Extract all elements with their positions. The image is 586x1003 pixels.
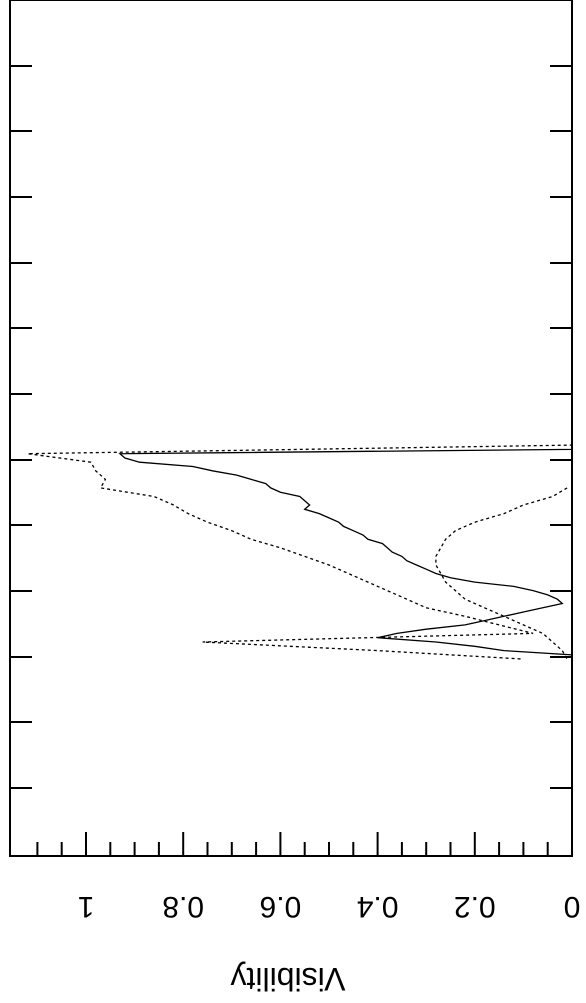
left-ticks — [10, 0, 32, 789]
right-ticks — [550, 0, 572, 789]
y-tick-label: 0.8 — [162, 890, 204, 923]
y-tick-label: 1 — [78, 890, 95, 923]
y-tick-label: 0.4 — [357, 890, 399, 923]
y-axis-ticks — [36, 832, 573, 856]
y-tick-labels: 0 0.2 0.4 0.6 0.8 1 — [78, 890, 581, 923]
series-group — [27, 278, 573, 685]
y-axis-label: Visibility — [231, 961, 346, 997]
series-line-3 — [435, 487, 568, 660]
y-tick-label: 0.2 — [454, 890, 496, 923]
plot-frame — [9, 0, 573, 857]
series-line-1 — [118, 278, 573, 685]
series-line-2 — [27, 342, 573, 660]
y-tick-label: 0.6 — [260, 890, 302, 923]
y-tick-label: 0 — [564, 890, 581, 923]
